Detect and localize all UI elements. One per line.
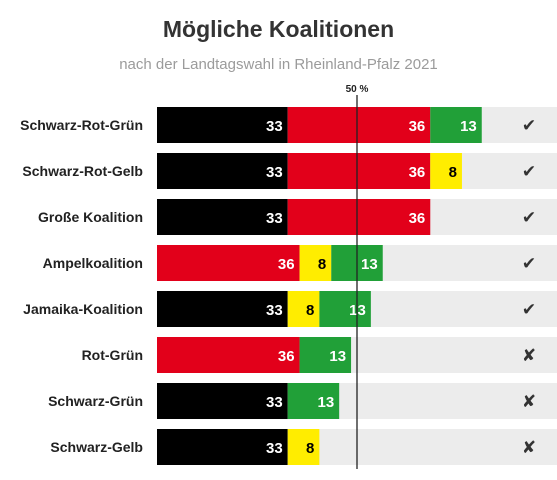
bar-segment (430, 107, 482, 143)
row-label: Schwarz-Grün (48, 393, 143, 409)
row-label: Jamaika-Koalition (23, 301, 143, 317)
bar-segment (157, 291, 288, 327)
segment-label: 36 (409, 118, 426, 135)
cross-icon: ✘ (522, 392, 536, 411)
chart-subtitle: nach der Landtagswahl in Rheinland-Pfalz… (119, 56, 438, 73)
row-label: Schwarz-Rot-Grün (20, 117, 143, 133)
segment-label: 8 (318, 256, 326, 273)
row-label: Schwarz-Gelb (50, 439, 143, 455)
check-icon: ✔ (522, 300, 536, 319)
segment-label: 33 (266, 440, 283, 457)
bar-segment (157, 337, 300, 373)
bar-segment (157, 429, 288, 465)
check-icon: ✔ (522, 208, 536, 227)
segment-label: 33 (266, 210, 283, 227)
bar-segment (157, 383, 288, 419)
bar-segment (287, 383, 340, 419)
segment-label: 8 (449, 164, 457, 181)
segment-label: 13 (329, 348, 346, 365)
bar-segment (287, 107, 431, 143)
bar-segment (157, 107, 288, 143)
bar-segment (287, 429, 320, 465)
check-icon: ✔ (522, 162, 536, 181)
bar-segment (299, 245, 332, 281)
bar-segment (430, 153, 462, 189)
cross-icon: ✘ (522, 438, 536, 457)
bar-segment (287, 153, 431, 189)
row-label: Schwarz-Rot-Gelb (22, 163, 143, 179)
segment-label: 13 (317, 394, 334, 411)
bar-segment (287, 291, 320, 327)
bar-segment (157, 245, 300, 281)
chart-title: Mögliche Koalitionen (162, 16, 395, 42)
row-label: Rot-Grün (82, 347, 143, 363)
segment-label: 33 (266, 302, 283, 319)
segment-label: 8 (306, 440, 314, 457)
bar-segment (287, 199, 431, 235)
bar-segment (157, 153, 288, 189)
bar-segment (319, 291, 371, 327)
row-label: Ampelkoalition (43, 255, 143, 271)
bar-segment (157, 199, 288, 235)
segment-label: 36 (278, 256, 295, 273)
cross-icon: ✘ (522, 346, 536, 365)
segment-label: 8 (306, 302, 314, 319)
segment-label: 33 (266, 164, 283, 181)
check-icon: ✔ (522, 254, 536, 273)
segment-label: 36 (409, 164, 426, 181)
check-icon: ✔ (522, 116, 536, 135)
row-label: Große Koalition (38, 209, 143, 225)
majority-label: 50 % (346, 84, 369, 95)
segment-label: 36 (409, 210, 426, 227)
segment-label: 33 (266, 118, 283, 135)
segment-label: 36 (278, 348, 295, 365)
segment-label: 33 (266, 394, 283, 411)
segment-label: 13 (361, 256, 378, 273)
segment-label: 13 (460, 118, 477, 135)
bar-segment (299, 337, 352, 373)
